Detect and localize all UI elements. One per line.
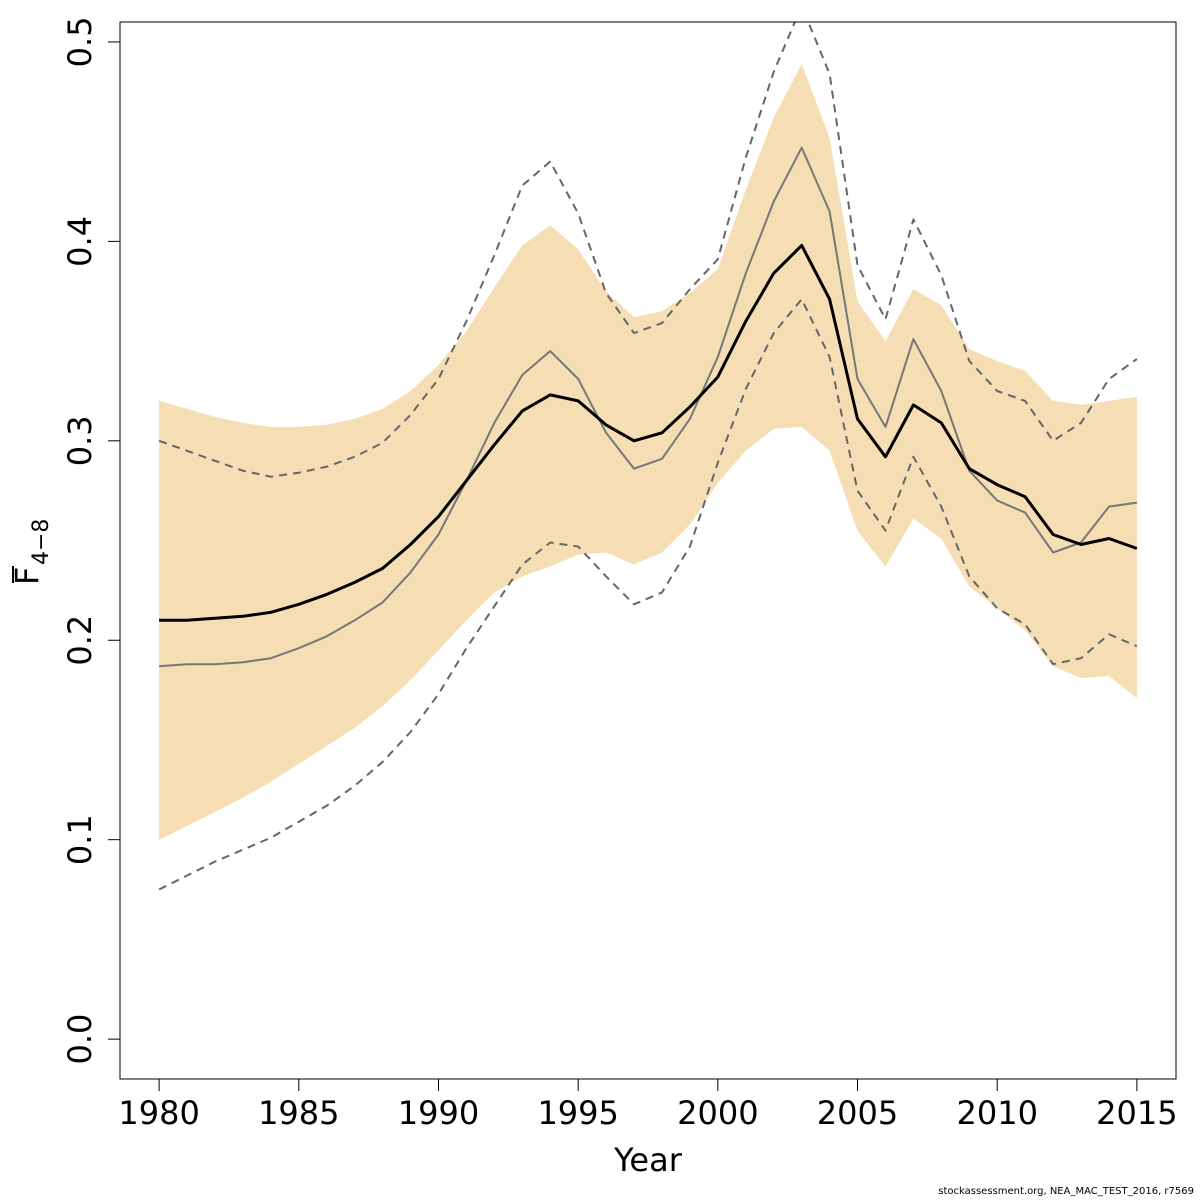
- dashed-bound-line-1: [158, 298, 1138, 891]
- x-tick-label: 1980: [118, 1094, 199, 1132]
- footer-note: stockassessment.org, NEA_MAC_TEST_2016, …: [938, 1186, 1194, 1197]
- series-line-3: [159, 146, 1138, 668]
- confidence-band-layer: [159, 63, 1137, 840]
- x-tick-label: 2015: [1096, 1094, 1177, 1132]
- x-axis-title: Year: [613, 1141, 683, 1179]
- y-tick-label: 0.4: [61, 216, 99, 267]
- series-line-4: [159, 243, 1138, 622]
- y-tick-label: 0.3: [61, 415, 99, 466]
- y-axis-title: F 4−8: [8, 519, 54, 585]
- x-tick-label: 2000: [677, 1094, 758, 1132]
- y-axis-title-subscript: 4−8: [29, 519, 54, 565]
- x-tick-label: 2005: [817, 1094, 898, 1132]
- x-tick-label: 1995: [537, 1094, 618, 1132]
- x-tick-label: 1985: [258, 1094, 339, 1132]
- y-tick-label: 0.5: [61, 16, 99, 67]
- y-tick-label: 0.1: [61, 814, 99, 865]
- series-lines-layer: [158, 22, 1138, 891]
- confidence-band: [159, 63, 1137, 840]
- dashed-bound-line-2: [158, 22, 1138, 478]
- x-tick-label: 2010: [956, 1094, 1037, 1132]
- y-axis-title-main: F: [8, 567, 46, 585]
- y-tick-label: 0.2: [61, 615, 99, 666]
- x-axis: 1980 1985 1990 1995 2000 2005 2010 2015: [118, 1078, 1178, 1132]
- x-tick-label: 1990: [398, 1094, 479, 1132]
- y-tick-label: 0.0: [61, 1014, 99, 1065]
- y-axis: 0.0 0.1 0.2 0.3 0.4 0.5: [61, 16, 121, 1065]
